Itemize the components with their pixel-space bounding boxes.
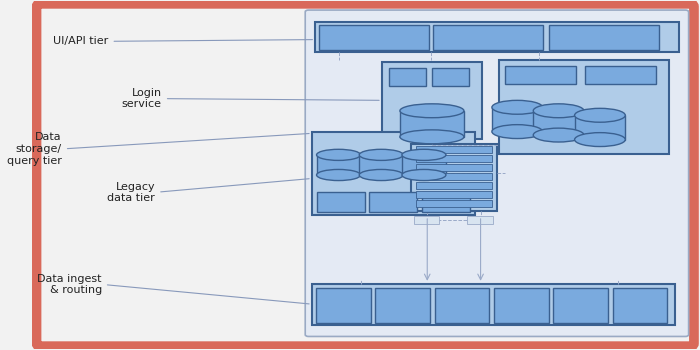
Bar (389, 68, 426, 86)
Bar (400, 111, 464, 137)
Ellipse shape (359, 169, 403, 181)
Ellipse shape (402, 169, 446, 181)
FancyBboxPatch shape (305, 10, 689, 336)
Bar (416, 164, 492, 171)
Bar (433, 25, 543, 50)
Bar (375, 288, 430, 323)
Bar (467, 216, 493, 224)
Bar (411, 144, 497, 211)
Ellipse shape (575, 108, 625, 122)
Bar (553, 288, 608, 323)
Ellipse shape (492, 100, 542, 114)
Bar (435, 288, 489, 323)
Ellipse shape (533, 104, 584, 118)
Bar (416, 155, 492, 162)
Text: Login
service: Login service (122, 88, 379, 110)
Text: UI/API tier: UI/API tier (53, 36, 312, 46)
Bar (369, 192, 417, 212)
Ellipse shape (492, 125, 542, 139)
Bar (382, 62, 482, 139)
Bar (494, 288, 549, 323)
FancyBboxPatch shape (36, 4, 694, 346)
Ellipse shape (575, 133, 625, 147)
Ellipse shape (316, 169, 361, 181)
Bar (316, 155, 361, 175)
Text: Data ingest
& routing: Data ingest & routing (37, 274, 309, 304)
Bar (612, 288, 667, 323)
Bar (402, 155, 446, 175)
Text: Data
storage/
query tier: Data storage/ query tier (7, 132, 309, 166)
Bar (416, 173, 492, 180)
Text: Legacy
data tier: Legacy data tier (108, 179, 309, 203)
Bar (416, 191, 492, 198)
Ellipse shape (359, 149, 403, 160)
Ellipse shape (400, 104, 464, 118)
Bar (315, 22, 678, 52)
Bar (312, 132, 475, 215)
Bar (585, 66, 656, 84)
Bar (416, 146, 492, 153)
Bar (316, 192, 365, 212)
Bar (492, 107, 542, 132)
Ellipse shape (316, 149, 361, 160)
Bar (533, 111, 584, 135)
Bar (416, 200, 492, 207)
Bar (416, 182, 492, 189)
Bar (359, 155, 403, 175)
Bar (414, 216, 439, 224)
Bar (312, 284, 676, 325)
Ellipse shape (402, 149, 446, 160)
Bar (505, 66, 576, 84)
Bar (550, 25, 659, 50)
Bar (316, 288, 370, 323)
Ellipse shape (400, 130, 464, 144)
Bar (575, 115, 625, 140)
Ellipse shape (533, 128, 584, 142)
Bar (318, 25, 428, 50)
Bar (498, 61, 668, 154)
Bar (432, 68, 468, 86)
Bar (422, 192, 470, 212)
